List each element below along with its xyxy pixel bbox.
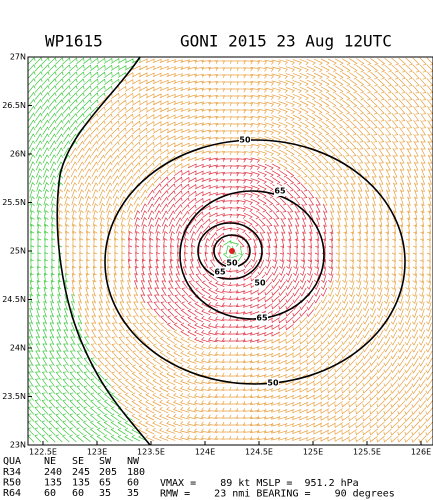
contour-label-bg — [267, 378, 279, 388]
table-cell: 35 — [127, 488, 139, 499]
lat-label: 26.5N — [2, 101, 26, 110]
table-cell: 180 — [127, 467, 145, 478]
lat-label: 23.5N — [2, 392, 26, 401]
contour-34kt — [56, 56, 151, 446]
lat-label: 24N — [10, 344, 26, 353]
title: GONI 2015 23 Aug 12UTC — [180, 32, 392, 51]
contour-label: 50 — [239, 136, 251, 145]
table-header: QUA — [3, 456, 21, 467]
lon-label: 124E — [195, 448, 215, 457]
lat-label: 25.5N — [2, 198, 26, 207]
lat-label: 25N — [10, 247, 26, 256]
table-cell: 60 — [72, 488, 84, 499]
contour-label: 50 — [267, 379, 279, 388]
table-cell: 245 — [72, 467, 90, 478]
contour-label-bg — [274, 186, 286, 196]
lon-label: 123.5E — [137, 448, 165, 457]
table-cell: 60 — [44, 488, 56, 499]
contour-label: 50 — [254, 279, 266, 288]
barbs-green — [27, 57, 244, 443]
lon-label: 123E — [87, 448, 107, 457]
table-header: NW — [127, 456, 140, 467]
table-header: SW — [99, 456, 112, 467]
lon-label: 124.5E — [245, 448, 273, 457]
contour-50 — [104, 139, 406, 385]
lat-label: 27N — [10, 53, 26, 62]
contour-label-bg — [214, 267, 226, 277]
contour-label-bg — [239, 135, 251, 145]
table-cell: 135 — [72, 478, 90, 489]
contour-65 — [179, 190, 325, 320]
barbs-orange — [57, 57, 433, 443]
contour-label: 65 — [256, 314, 268, 323]
stats-line: VMAX = 89 kt MSLP = 951.2 hPa — [160, 478, 359, 489]
table-cell: 135 — [44, 478, 62, 489]
contour-label: 65 — [274, 187, 286, 196]
stats-line: RMW = 23 nmi BEARING = 90 degrees — [160, 489, 395, 500]
table-cell: 65 — [99, 478, 111, 489]
wind-barbs — [27, 57, 433, 443]
lat-label: 23N — [10, 441, 26, 450]
table-cell: R50 — [3, 478, 21, 489]
contour-label-bg — [254, 278, 266, 288]
table-cell: 240 — [44, 467, 62, 478]
lon-label: 122.5E — [29, 448, 57, 457]
contours — [56, 56, 406, 446]
contour-label: 65 — [214, 268, 226, 277]
contour-label: 50 — [226, 259, 238, 268]
table-header: SE — [72, 456, 84, 467]
storm-center — [229, 248, 235, 254]
contour-label-bg — [256, 313, 268, 323]
lat-label: 26N — [10, 150, 26, 159]
table-cell: 35 — [99, 488, 111, 499]
contour-50-inner — [197, 222, 263, 280]
lat-label: 24.5N — [2, 295, 26, 304]
table-cell: 60 — [127, 478, 139, 489]
lon-label: 125E — [303, 448, 323, 457]
lon-label: 125.5E — [353, 448, 381, 457]
table-header: NE — [44, 456, 56, 467]
storm-id: WP1615 — [45, 32, 103, 51]
barbs-red — [127, 157, 334, 343]
lon-label: 126E — [411, 448, 431, 457]
contour-label-bg — [226, 258, 238, 268]
table-cell: 205 — [99, 467, 117, 478]
table-cell: R64 — [3, 488, 21, 499]
table-cell: R34 — [3, 467, 21, 478]
